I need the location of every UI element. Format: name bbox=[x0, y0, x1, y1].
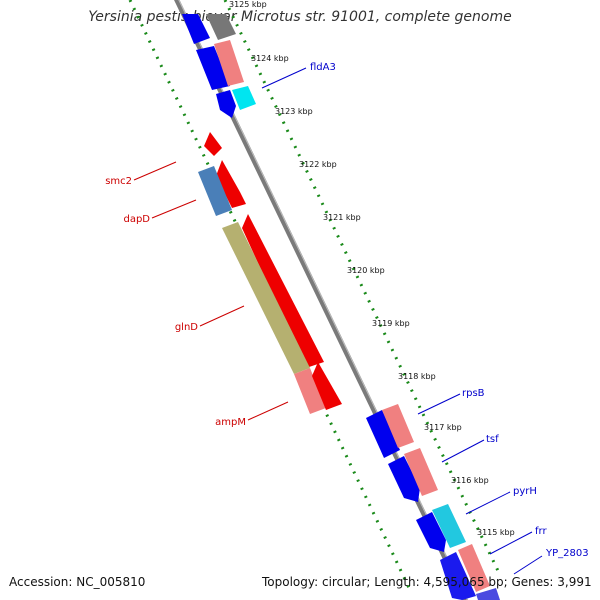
gene-label-tsf: tsf bbox=[486, 434, 499, 445]
tick-label: 3124 kbp bbox=[251, 54, 289, 63]
tick-label: 3118 kbp bbox=[398, 372, 436, 381]
gene-label-pyrH: pyrH bbox=[513, 486, 537, 497]
rna-feature bbox=[382, 404, 414, 448]
tick-label: 3120 kbp bbox=[347, 266, 385, 275]
gene-label-fldA3: fldA3 bbox=[310, 62, 336, 73]
gene-label-dapD: dapD bbox=[123, 214, 150, 225]
tick-label: 3121 kbp bbox=[323, 213, 361, 222]
tick-label: 3125 kbp bbox=[229, 0, 267, 9]
tick-label: 3122 kbp bbox=[299, 160, 337, 169]
reverse-strand-features bbox=[198, 132, 342, 414]
reverse-gene bbox=[312, 362, 342, 410]
forward-gene bbox=[366, 410, 400, 458]
reverse-gene bbox=[242, 214, 324, 368]
gene-label-frr: frr bbox=[535, 526, 547, 537]
rna-feature bbox=[294, 368, 326, 414]
inner-tick-ring bbox=[128, 0, 412, 591]
rna-feature bbox=[458, 544, 490, 592]
forward-gene bbox=[388, 456, 420, 502]
forward-gene bbox=[440, 552, 476, 600]
reverse-gene bbox=[216, 160, 246, 208]
right-gene-labels: fldA3 rpsB tsf pyrH frr YP_2803 bbox=[310, 62, 589, 559]
cyan-feature bbox=[232, 86, 256, 110]
tick-label: 3117 kbp bbox=[424, 423, 462, 432]
gene-label-smc2: smc2 bbox=[105, 176, 132, 187]
forward-strand-features bbox=[182, 14, 500, 600]
genome-backbone bbox=[174, 0, 468, 600]
tick-label: 3116 kbp bbox=[451, 476, 489, 485]
forward-gene bbox=[416, 512, 446, 552]
reverse-gene bbox=[204, 132, 222, 156]
rna-feature bbox=[404, 448, 438, 496]
forward-gene bbox=[182, 14, 210, 44]
outer-tick-ring bbox=[223, 0, 502, 576]
cyan-feature bbox=[432, 504, 466, 548]
left-gene-labels: smc2 dapD glnD ampM bbox=[105, 176, 246, 428]
gene-label-ampM: ampM bbox=[215, 417, 246, 428]
steelblue-feature bbox=[198, 166, 232, 216]
genome-summary-text: Topology: circular; Length: 4,595,065 bp… bbox=[262, 575, 592, 589]
left-label-leaders bbox=[133, 161, 289, 421]
right-label-leaders bbox=[261, 67, 543, 575]
tick-label: 3119 kbp bbox=[372, 319, 410, 328]
olive-feature bbox=[222, 222, 310, 374]
forward-gene bbox=[216, 90, 236, 118]
rna-feature bbox=[214, 40, 244, 86]
forward-gene bbox=[196, 46, 230, 90]
gene-label-YP_2803: YP_2803 bbox=[545, 548, 589, 559]
accession-text: Accession: NC_005810 bbox=[9, 575, 146, 589]
gene-label-rpsB: rpsB bbox=[462, 388, 485, 399]
tick-labels: 3125 kbp 3124 kbp 3123 kbp 3122 kbp 3121… bbox=[229, 0, 515, 537]
tick-label: 3123 kbp bbox=[275, 107, 313, 116]
rna-feature bbox=[206, 14, 236, 40]
tick-label: 3115 kbp bbox=[477, 528, 515, 537]
gene-label-glnD: glnD bbox=[175, 322, 198, 333]
forward-gene bbox=[476, 588, 500, 600]
